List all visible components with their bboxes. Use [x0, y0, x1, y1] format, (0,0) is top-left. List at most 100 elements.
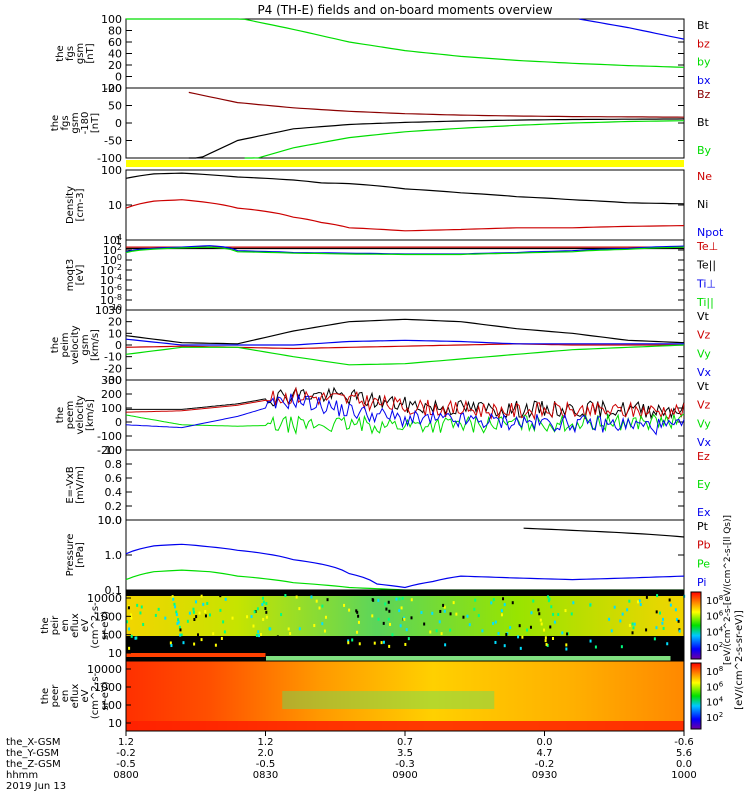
- y-axis-label: the peer en eflux eV (cm^2-s-sr-eV): [40, 672, 111, 719]
- spectrogram-pixel: [675, 618, 678, 622]
- spectrogram-pixel: [129, 613, 132, 617]
- legend-entry-npot: Npot: [697, 226, 724, 239]
- y-tick-label: 100: [101, 629, 122, 642]
- spectrogram-pixel: [127, 606, 130, 610]
- colorbar-tick-exponent: 2: [719, 641, 723, 649]
- spectrogram-pixel: [256, 607, 259, 611]
- y-axis-label-line: the: [40, 617, 51, 633]
- spectrogram-pixel: [195, 615, 198, 619]
- spectrogram-background: [126, 661, 684, 731]
- spectrogram-pixel: [662, 626, 665, 630]
- y-tick-label: 0: [115, 71, 122, 84]
- spectrogram-pixel: [551, 636, 554, 640]
- spectrogram-pixel: [423, 622, 426, 626]
- y-axis-label-line: the: [55, 45, 66, 61]
- legend-entry-ex: Ex: [697, 506, 711, 519]
- spectrogram-pixel: [179, 633, 182, 637]
- y-tick-label: 30: [108, 304, 122, 317]
- spectrogram-pixel: [503, 644, 506, 648]
- y-tick-exponent: -2: [114, 263, 122, 272]
- spectrogram-pixel: [356, 630, 359, 634]
- spectrogram-pixel: [537, 608, 540, 612]
- spectrogram-pixel: [631, 622, 634, 626]
- spectrogram-pixel: [180, 633, 183, 637]
- panel-frame: [125, 18, 685, 89]
- y-axis-label-line: [nT]: [90, 113, 101, 133]
- spectrogram-pixel: [545, 642, 548, 646]
- y-axis-label-line: [mV/m]: [75, 466, 86, 504]
- spectrogram-pixel: [134, 636, 137, 640]
- spectrogram-pixel: [632, 626, 635, 630]
- spectrogram-pixel: [566, 632, 569, 636]
- panel-frame: [125, 379, 685, 451]
- spectrogram-pixel: [381, 646, 384, 650]
- spectrogram-pixel: [326, 598, 329, 602]
- y-tick-label: 10: [108, 327, 122, 340]
- spectrogram-pixel: [399, 624, 402, 628]
- y-tick-label: 10.0: [98, 514, 123, 527]
- y-tick-label: 0.4: [105, 486, 123, 499]
- y-axis-label-line: the: [55, 407, 66, 423]
- y-tick-label: -100: [97, 152, 122, 165]
- spectrogram-pixel: [565, 647, 568, 651]
- spectrogram-pixel: [544, 639, 547, 643]
- y-tick-label: 80: [108, 25, 122, 38]
- spectrogram-pixel: [410, 598, 413, 602]
- spectrogram-pixel: [619, 619, 622, 623]
- y-tick-label: 40: [108, 48, 122, 61]
- y-axis-label-line: the: [50, 115, 61, 131]
- y-tick-label: 0: [115, 117, 122, 130]
- spectrogram-pixel: [258, 634, 261, 638]
- y-axis-label-line: fgs: [60, 115, 71, 130]
- spectrogram-pixel: [404, 642, 407, 646]
- y-axis-label-line: sr-eV): [100, 611, 111, 640]
- spectrogram-pixel: [269, 627, 272, 631]
- spectrogram-pixel: [636, 600, 639, 604]
- spectrogram-pixel: [407, 637, 410, 641]
- y-tick-label: 0.0: [105, 514, 123, 527]
- y-tick-label: 1: [115, 234, 122, 247]
- y-tick-label: 20: [108, 59, 122, 72]
- y-tick-exponent: -10: [109, 303, 122, 312]
- colorbar-label-overlay: [eV/(cm^2-s-[eV/(cm^2-s-[ll Qs)]: [723, 515, 733, 665]
- y-axis-label: the peem velocity [km/s]: [55, 395, 96, 434]
- spectrogram-pixel: [500, 645, 503, 649]
- series-line-ne: [125, 199, 685, 232]
- spectrogram-pixel: [557, 612, 560, 616]
- spectrogram-pixel: [505, 633, 508, 637]
- series-line-vy: [125, 413, 685, 436]
- spectrogram-pixel: [154, 613, 157, 617]
- spectrogram-pixel: [388, 644, 391, 648]
- spectrogram-pixel: [530, 611, 533, 615]
- orbit-value: 0930: [532, 770, 557, 781]
- y-axis-label-line: the: [50, 337, 61, 353]
- spectrogram-pixel: [214, 643, 217, 647]
- spectrogram-pixel: [130, 616, 133, 620]
- spectrogram-pixel: [500, 613, 503, 617]
- spectrogram-pixel: [265, 615, 268, 619]
- colorbar-tick-exponent: 4: [719, 625, 724, 633]
- colorbar-tick-base: 10: [706, 667, 719, 678]
- spectrogram-pixel: [548, 597, 551, 601]
- orbit-value: 2.0: [258, 748, 274, 759]
- y-tick-exponent: -8: [114, 293, 122, 302]
- spectrogram-pixel: [347, 641, 350, 645]
- series-line-vt: [125, 318, 685, 345]
- spectrogram-pixel: [157, 607, 160, 611]
- y-axis-label: Pressure [nPa]: [65, 534, 86, 577]
- spectrogram-pixel: [449, 628, 452, 632]
- spectrogram-pixel: [610, 629, 613, 633]
- legend-entry-vt: Vt: [697, 310, 710, 323]
- spectrogram-pixel: [658, 611, 661, 615]
- y-axis-label-line: eV: [80, 689, 91, 702]
- spectrogram-pixel: [298, 607, 301, 611]
- spectrogram-pixel: [169, 641, 172, 645]
- legend-entry-vz: Vz: [697, 329, 711, 342]
- legend-entry-by: By: [697, 144, 712, 157]
- spectrogram-pixel: [412, 642, 415, 646]
- series-line-pt: [523, 527, 685, 538]
- spectrogram-pixel: [544, 636, 547, 640]
- orbit-row-label: the_Z-GSM: [6, 759, 61, 770]
